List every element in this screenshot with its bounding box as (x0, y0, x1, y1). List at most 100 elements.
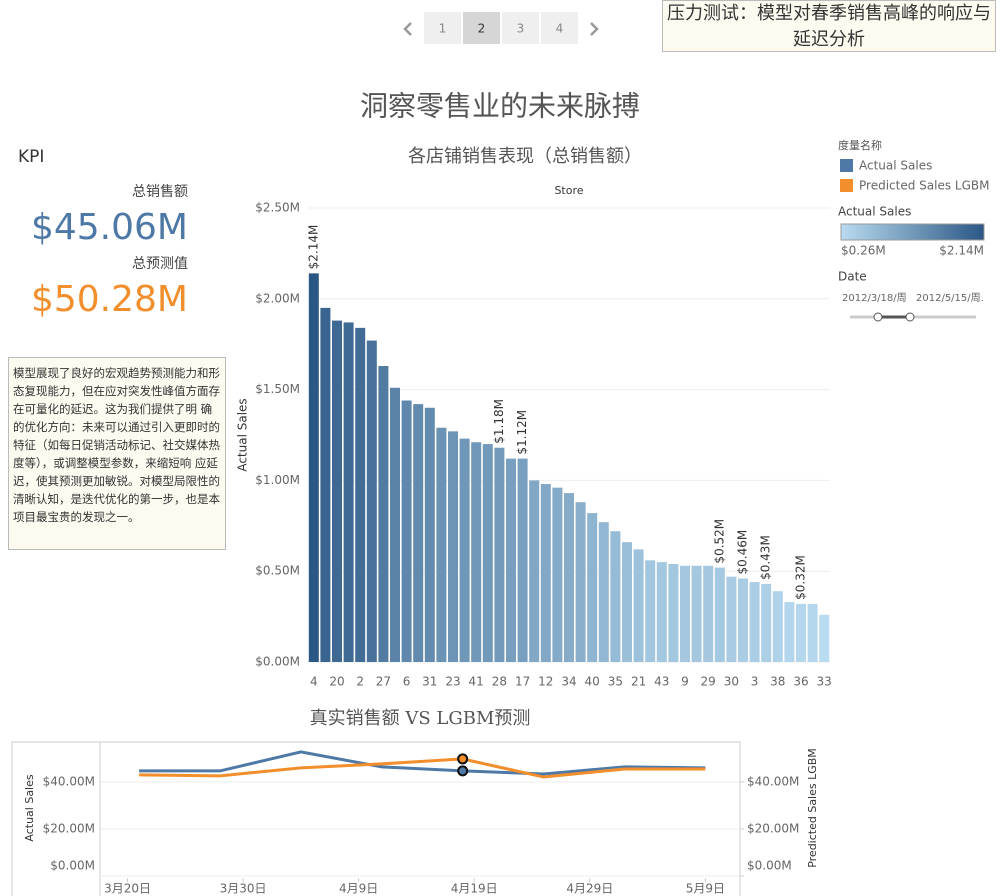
value-label: $1.18M (492, 399, 506, 444)
x-tick-label: 3 (751, 675, 759, 689)
x-tick-label: 43 (654, 675, 669, 689)
page-number[interactable]: 4 (556, 22, 564, 36)
kpi-label: 总销售额 (132, 184, 188, 200)
y-tick-label: $40.00M (43, 774, 95, 788)
x-tick-label: 4月19日 (451, 882, 498, 896)
color-legend-title: Actual Sales (838, 205, 911, 219)
highlight-point (457, 753, 469, 765)
page-number[interactable]: 3 (517, 22, 525, 36)
chart-title: 各店铺销售表现（总销售额） (408, 146, 642, 167)
x-tick-label: 2 (356, 675, 364, 689)
legend-title: 度量名称 (838, 138, 882, 152)
y-axis-label: Actual Sales (236, 398, 250, 471)
prev-arrow[interactable] (403, 22, 412, 36)
kpi-heading: KPI (18, 147, 44, 167)
color-min: $0.26M (841, 244, 886, 258)
bar (656, 562, 667, 662)
bar (668, 563, 679, 662)
bar (610, 531, 621, 662)
bar (587, 513, 598, 662)
slider-handle[interactable] (873, 312, 883, 322)
x-tick-label: 28 (492, 675, 507, 689)
y-tick-label: $2.50M (255, 201, 300, 215)
x-tick-label: 4月29日 (566, 882, 613, 896)
page-button[interactable] (502, 12, 539, 44)
x-tick-label: 33 (817, 675, 832, 689)
x-tick-label: 4月9日 (339, 882, 378, 896)
column-header: Store (554, 184, 583, 197)
y-tick-label: $0.00M (255, 655, 300, 669)
x-tick-label: 41 (469, 675, 484, 689)
bar (482, 444, 493, 662)
bar (517, 458, 528, 662)
x-tick-label: 27 (376, 675, 391, 689)
page-button[interactable] (463, 12, 500, 44)
kpi-value: $50.28M (31, 279, 188, 320)
bar (726, 576, 737, 662)
kpi-label: 总预测值 (132, 256, 188, 272)
bar (378, 365, 389, 662)
value-label: $0.43M (759, 535, 773, 580)
notes-box: 模型展现了良好的宏观趋势预测能力和形态复现能力，但在应对突发性峰值方面存在可量化… (8, 357, 226, 550)
bar (819, 614, 830, 662)
bar (390, 387, 400, 662)
value-label: $2.14M (306, 225, 320, 270)
legend-label: Actual Sales (859, 159, 932, 173)
x-tick-label: 21 (631, 675, 646, 689)
bar (807, 603, 818, 662)
bar (738, 578, 748, 662)
bar (691, 565, 702, 662)
bar (459, 438, 470, 662)
chart-title: 真实销售额 VS LGBM预测 (310, 708, 531, 729)
caption-box: 压力测试：模型对春季销售高峰的响应与延迟分析 (662, 0, 996, 52)
bar (436, 427, 447, 662)
page-number[interactable]: 1 (439, 22, 447, 36)
bar (552, 487, 563, 662)
page-number[interactable]: 2 (478, 22, 486, 36)
bar (413, 404, 424, 662)
x-tick-label: 20 (329, 675, 344, 689)
highlight-point (457, 765, 469, 777)
value-label: $0.46M (736, 530, 750, 575)
next-arrow[interactable] (590, 22, 599, 36)
bar (680, 565, 690, 662)
bar (366, 340, 377, 662)
y-tick-label: $1.50M (255, 382, 300, 396)
x-tick-label: 36 (793, 675, 808, 689)
bar (471, 442, 482, 662)
x-tick-label: 30 (724, 675, 739, 689)
bar (622, 542, 632, 662)
x-tick-label: 35 (608, 675, 623, 689)
series-line (139, 757, 706, 779)
x-tick-label: 9 (681, 675, 689, 689)
bar (645, 560, 656, 662)
page-button[interactable] (541, 12, 578, 44)
filter-title: Date (838, 270, 867, 284)
value-label: $0.52M (712, 519, 726, 564)
x-tick-label: 3月30日 (220, 882, 267, 896)
y-tick-label: $20.00M (43, 821, 95, 835)
series-line (139, 750, 706, 776)
bar (761, 583, 772, 662)
x-tick-label: 40 (585, 675, 600, 689)
slider-handle[interactable] (905, 312, 915, 322)
x-tick-label: 12 (538, 675, 553, 689)
bar (332, 320, 342, 662)
y2-tick-label: $40.00M (747, 774, 799, 788)
bar (308, 273, 319, 662)
y-tick-label: $2.00M (255, 291, 300, 305)
y-axis-label: Actual Sales (23, 774, 36, 842)
y-tick-label: $1.00M (255, 473, 300, 487)
filter-to: 2012/5/15/周. (916, 292, 984, 304)
kpi-value: $45.06M (31, 207, 188, 248)
legend-swatch (840, 159, 853, 172)
y-tick-label: $0.00M (50, 859, 95, 873)
color-ramp (840, 223, 985, 241)
main-title: 洞察零售业的未来脉搏 (360, 90, 640, 123)
filter-from: 2012/3/18/周 (842, 292, 907, 304)
bar (506, 458, 516, 662)
x-tick-label: 38 (770, 675, 785, 689)
page-button[interactable] (424, 12, 461, 44)
